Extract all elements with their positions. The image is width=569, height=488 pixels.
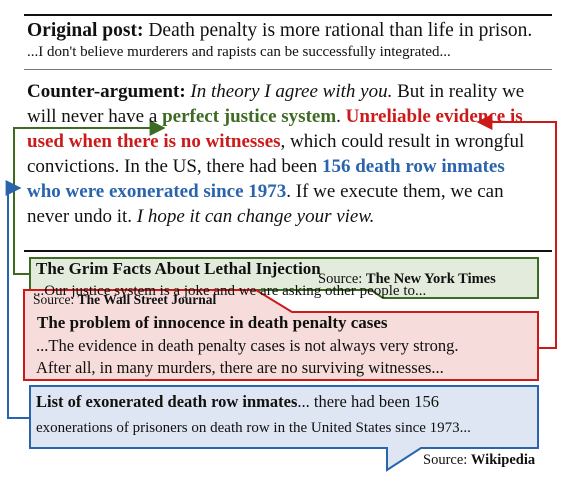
counter-text-3: , which could result in wrongful bbox=[280, 131, 525, 152]
evidence-wsj-body-2: After all, in many murders, there are no… bbox=[36, 358, 444, 377]
evidence-wiki-source-label: Source: bbox=[423, 452, 471, 468]
evidence-nyt-title: The Grim Facts About Lethal Injection bbox=[36, 259, 321, 278]
counter-line-1: Counter-argument: In theory I agree with… bbox=[27, 81, 524, 103]
connector-blue bbox=[5, 180, 30, 419]
evidence-wsj-source-name: The Wall Street Journal bbox=[77, 292, 217, 307]
counter-closing: I hope it can change your view. bbox=[136, 206, 375, 227]
connector-red bbox=[476, 114, 557, 349]
original-post-claim: Death penalty is more rational than life… bbox=[143, 20, 533, 41]
evidence-wiki-line-1: List of exonerated death row inmates... … bbox=[36, 392, 439, 412]
original-post-excerpt: ...I don't believe murderers and rapists… bbox=[27, 44, 451, 60]
highlight-perfect-justice-system: perfect justice system bbox=[162, 106, 337, 127]
evidence-wsj-source: Source: The Wall Street Journal bbox=[33, 292, 216, 308]
evidence-wiki-title: List of exonerated death row inmates bbox=[36, 392, 298, 411]
counter-text-1: But in reality we bbox=[392, 81, 525, 102]
evidence-wiki-source: Source: Wikipedia bbox=[423, 452, 535, 469]
post-separator bbox=[24, 69, 552, 70]
evidence-wsj-body-1: ...The evidence in death penalty cases i… bbox=[36, 336, 459, 355]
evidence-wsj-source-label: Source: bbox=[33, 292, 78, 307]
counter-line-2: will never have a perfect justice system… bbox=[27, 106, 523, 128]
counter-text-5: . If we execute them, we can bbox=[286, 181, 504, 202]
connector-green bbox=[13, 120, 166, 275]
evidence-nyt-source: Source: The New York Times bbox=[318, 271, 496, 288]
evidence-wiki-body-1: ... there had been 156 bbox=[297, 392, 439, 411]
evidence-wsj-title: The problem of innocence in death penalt… bbox=[37, 313, 388, 332]
counter-text-6: never undo it. bbox=[27, 206, 137, 227]
highlight-unreliable-evidence-2: used when there is no witnesses bbox=[27, 131, 281, 152]
counter-heading: Counter-argument: bbox=[27, 81, 186, 102]
counter-line-4: convictions. In the US, there had been 1… bbox=[27, 156, 505, 178]
evidence-wiki-source-name: Wikipedia bbox=[470, 452, 536, 468]
original-post-line: Original post: Death penalty is more rat… bbox=[27, 20, 532, 42]
counter-separator bbox=[24, 250, 552, 252]
evidence-nyt-source-name: The New York Times bbox=[365, 271, 496, 287]
evidence-box-wsj-frame bbox=[23, 289, 539, 381]
evidence-box-wiki-frame bbox=[29, 385, 539, 472]
counter-text-2a: will never have a bbox=[27, 106, 163, 127]
counter-line-3: used when there is no witnesses, which c… bbox=[27, 131, 524, 153]
counter-text-4a: convictions. In the US, there had been bbox=[27, 156, 322, 177]
counter-line-6: never undo it. I hope it can change your… bbox=[27, 206, 374, 228]
highlight-death-row-inmates-2: who were exonerated since 1973 bbox=[27, 181, 287, 202]
highlight-death-row-inmates-1: 156 death row inmates bbox=[321, 156, 505, 177]
counter-text-2b: . bbox=[336, 106, 346, 127]
original-post-heading: Original post: bbox=[27, 20, 144, 41]
evidence-nyt-body: ...Our justice system is a joke and we a… bbox=[33, 283, 427, 299]
evidence-wiki-body-2: exonerations of prisoners on death row i… bbox=[36, 420, 471, 436]
counter-line-5: who were exonerated since 1973. If we ex… bbox=[27, 181, 504, 203]
evidence-nyt-source-label: Source: bbox=[318, 271, 366, 287]
highlight-unreliable-evidence-1: Unreliable evidence is bbox=[345, 106, 523, 127]
counter-concession: In theory I agree with you. bbox=[185, 81, 393, 102]
top-rule bbox=[24, 14, 552, 16]
